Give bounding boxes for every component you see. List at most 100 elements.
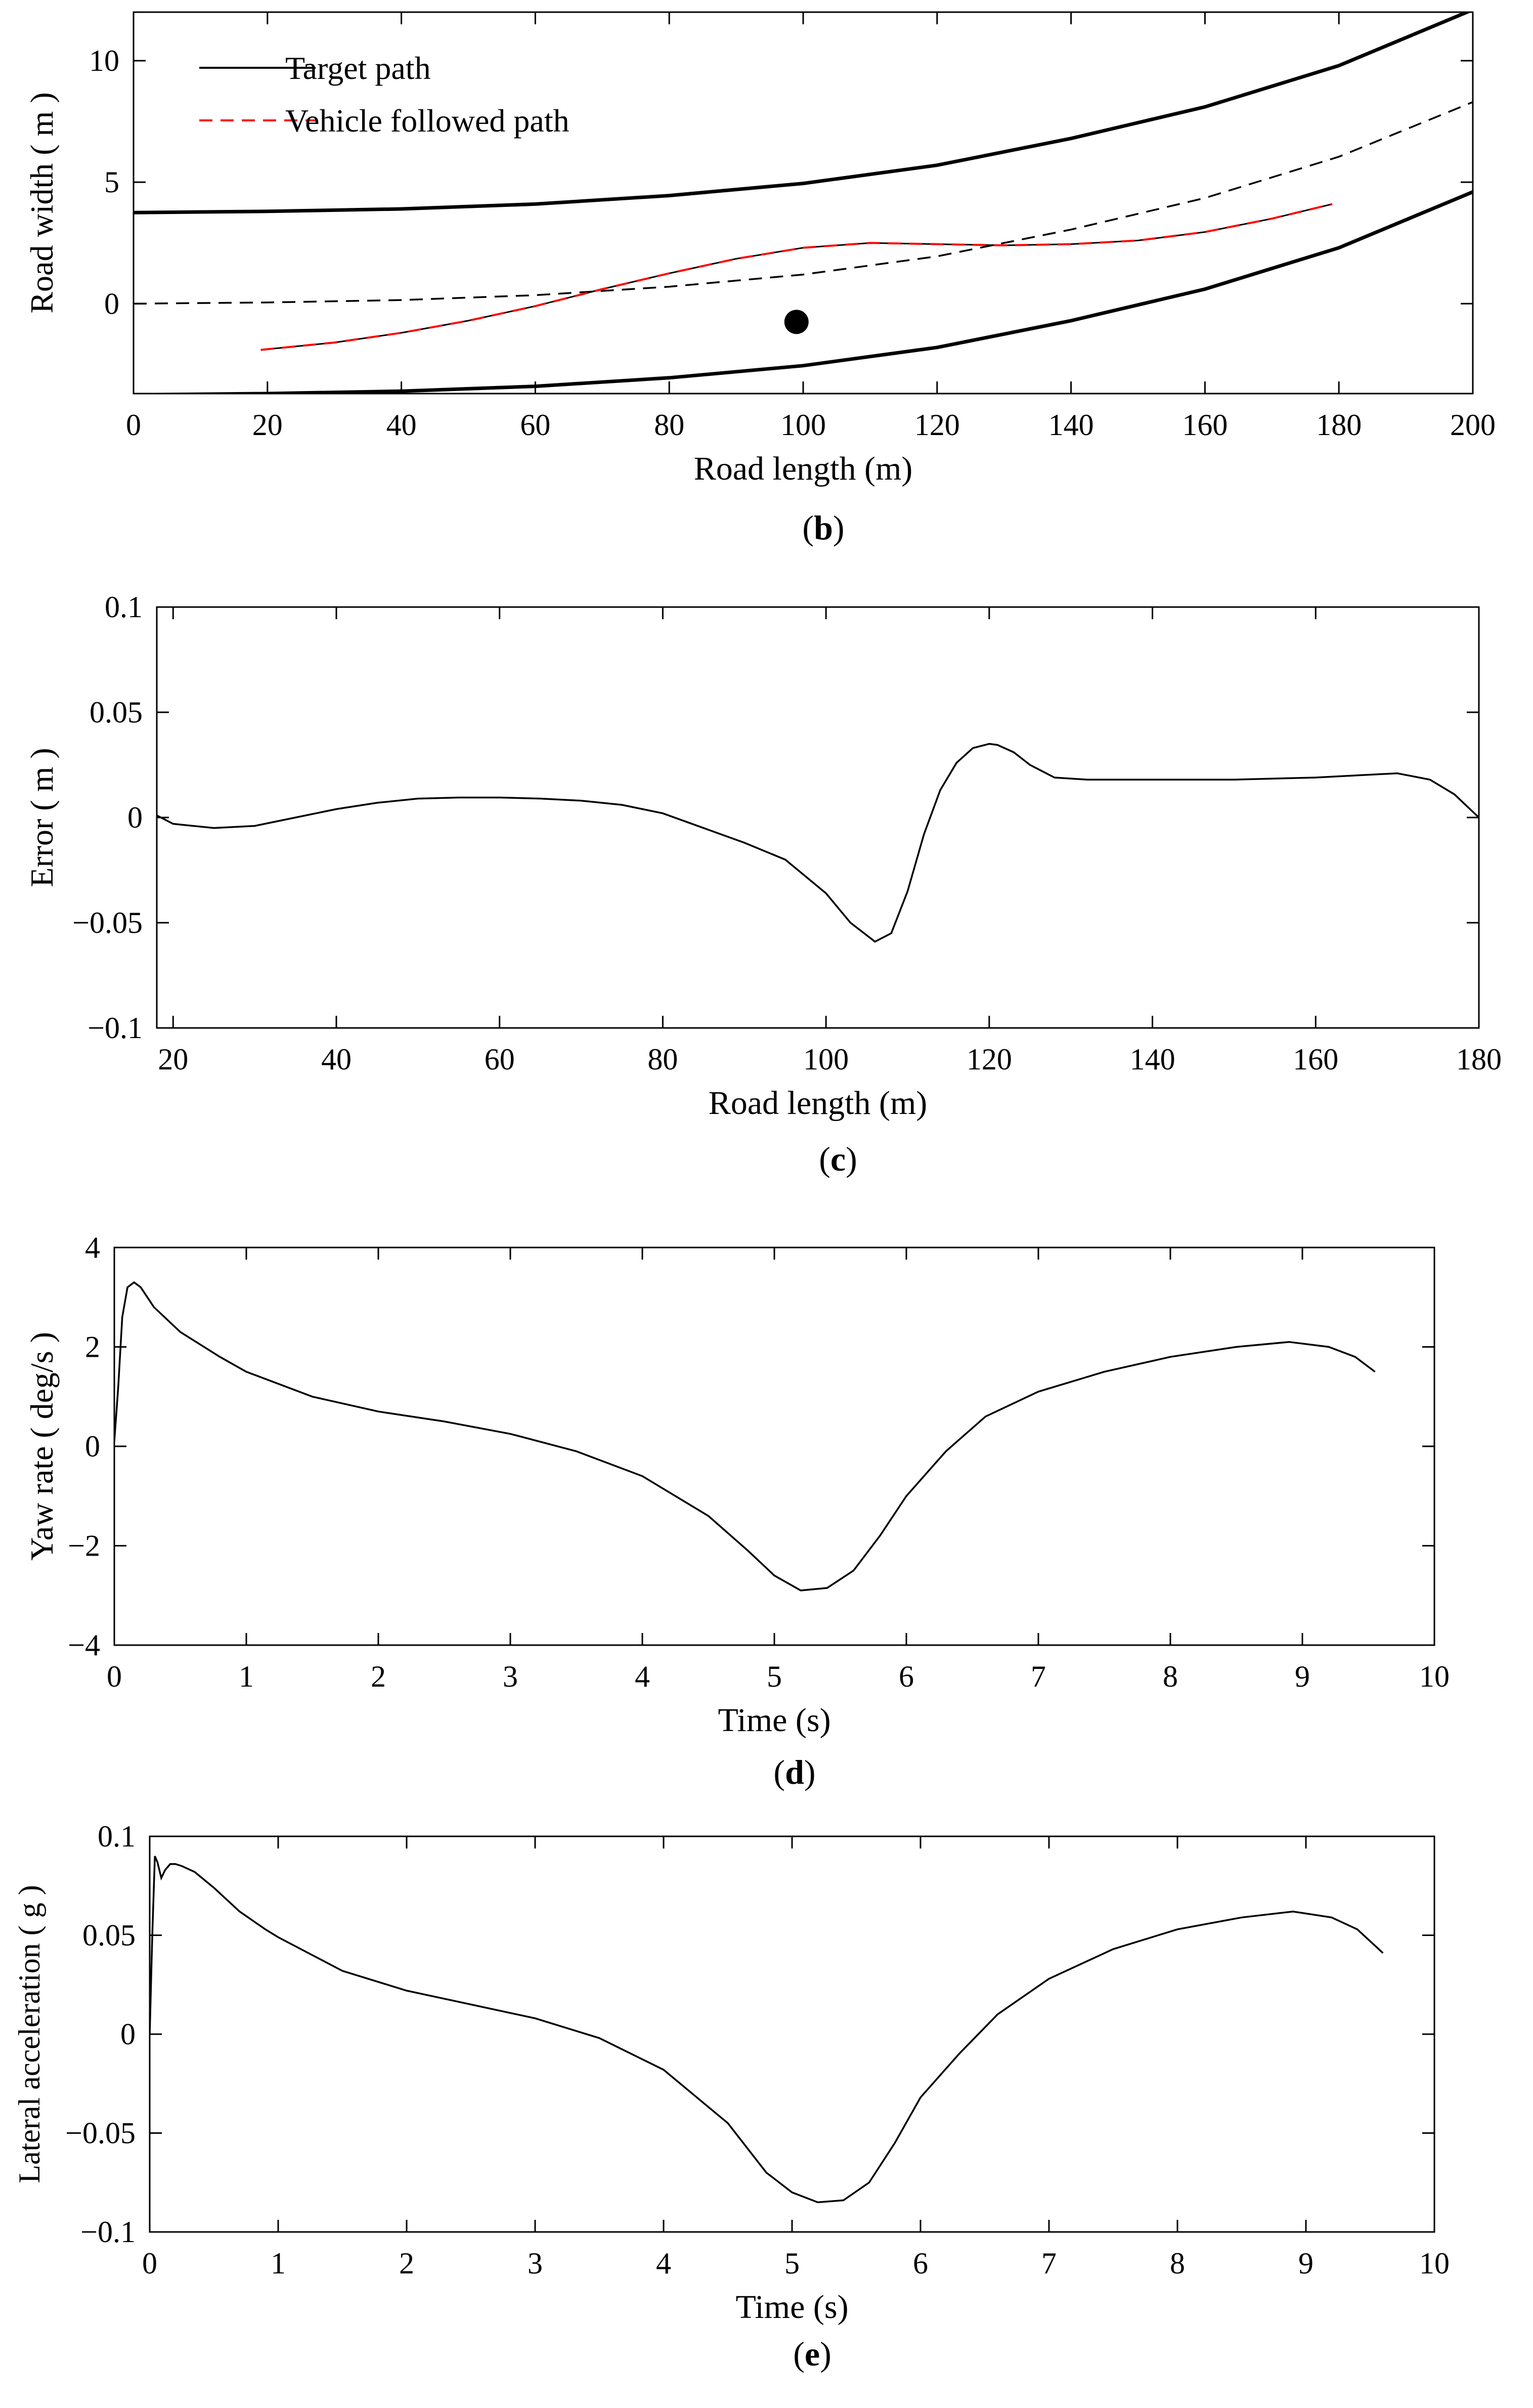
y-tick-label: 0.1: [98, 1820, 136, 1853]
legend-label: Vehicle followed path: [285, 103, 570, 139]
y-tick-label: 0: [127, 801, 143, 834]
x-tick-label: 160: [1182, 408, 1228, 442]
panel-caption: (e): [793, 2335, 831, 2373]
axes-frame: [113, 1246, 1435, 1646]
x-tick-label: 120: [914, 408, 960, 442]
x-tick-label: 0: [142, 2247, 157, 2280]
x-tick-label: 40: [321, 1043, 352, 1076]
y-axis-label: Error ( m ): [24, 748, 60, 887]
x-tick-label: 5: [767, 1660, 782, 1693]
caption-paren-open: (: [793, 2335, 805, 2373]
chart-panel-c: 20 40 60 80 100 120 140 160 180 −0.1 −0.05 0 0.05 0.1…: [24, 590, 1502, 1178]
x-tick-label: 7: [1041, 2247, 1057, 2280]
x-tick-label: 180: [1456, 1043, 1502, 1076]
x-tick-label: 3: [528, 2247, 543, 2280]
x-tick-label: 5: [784, 2247, 800, 2280]
y-tick-label: −0.1: [80, 2215, 136, 2249]
y-axis-label: Road width ( m ): [24, 92, 60, 313]
caption-paren-close: ): [833, 508, 845, 547]
series-line-centerline: [134, 101, 1473, 305]
panel-caption: (d): [773, 1753, 815, 1791]
x-tick-label: 120: [967, 1043, 1012, 1076]
x-tick-label: 100: [780, 408, 826, 442]
x-tick-label: 4: [656, 2247, 671, 2280]
y-tick-label: 0.1: [105, 590, 143, 624]
x-tick-label: 4: [635, 1660, 650, 1693]
series-line-lower_boundary: [134, 190, 1473, 394]
chart-panel-d: 0 1 2 3 4 5 6 7 8 9 10 −4 −2 0 2 4 Time (s) Yaw rate ( de…: [24, 1231, 1450, 1791]
y-tick-label: 4: [85, 1231, 100, 1264]
x-tick-label: 1: [239, 1660, 254, 1693]
y-tick-label: 0: [104, 287, 119, 320]
chart-panel-e: 0 1 2 3 4 5 6 7 8 9 10 −0.1 −0.05 0 0.05 0.1 Time (s) Lat…: [13, 1820, 1450, 2373]
x-tick-label: 60: [485, 1043, 515, 1076]
caption-paren-close: ): [846, 1140, 857, 1178]
y-tick-label: −0.05: [72, 906, 143, 939]
caption-paren-open: (: [819, 1140, 830, 1178]
y-axis-label: Yaw rate ( deg/s ): [24, 1332, 60, 1561]
x-tick-label: 20: [158, 1043, 188, 1076]
plot-area: [134, 12, 1473, 394]
x-tick-label: 1: [271, 2247, 286, 2280]
x-tick-label: 3: [503, 1660, 518, 1693]
caption-paren-open: (: [773, 1753, 785, 1791]
plot-area: [157, 743, 1479, 943]
y-tick-label: 0: [120, 2017, 136, 2051]
x-tick-label: 140: [1130, 1043, 1175, 1076]
x-tick-label: 180: [1316, 408, 1362, 442]
y-tick-label: 0.05: [82, 1919, 136, 1952]
x-tick-label: 80: [654, 408, 684, 442]
x-tick-label: 8: [1163, 1660, 1178, 1693]
x-tick-label: 0: [126, 408, 141, 442]
caption-letter: b: [814, 508, 833, 547]
caption-letter: c: [830, 1140, 846, 1178]
legend-label: Target path: [285, 50, 431, 86]
series-line-error: [157, 743, 1479, 943]
x-tick-label: 8: [1170, 2247, 1185, 2280]
caption-paren-open: (: [802, 508, 814, 547]
caption-paren-close: ): [820, 2335, 831, 2373]
x-tick-label: 20: [252, 408, 283, 442]
axes-frame: [149, 1835, 1435, 2233]
series-line-vehicle_path: [260, 203, 1333, 351]
y-tick-label: 0.05: [90, 696, 143, 729]
y-tick-label: 2: [85, 1330, 100, 1364]
chart-panel-b: 0 20 40 60 80 100 120 140 160 180 200 0 5 10 Road leng…: [24, 11, 1496, 547]
x-tick-label: 7: [1031, 1660, 1046, 1693]
y-tick-label: 0: [85, 1430, 100, 1463]
x-tick-label: 10: [1419, 2247, 1450, 2280]
x-tick-label: 40: [386, 408, 417, 442]
caption-letter: d: [785, 1753, 804, 1791]
plot-area: [150, 1856, 1384, 2204]
series-line-yaw_rate: [114, 1281, 1376, 1592]
x-tick-label: 60: [520, 408, 550, 442]
x-axis-label: Road length (m): [694, 450, 913, 487]
x-tick-label: 9: [1295, 1660, 1310, 1693]
series-line-lateral_acceleration: [150, 1856, 1384, 2204]
x-tick-label: 6: [913, 2247, 928, 2280]
caption-paren-close: ): [804, 1753, 816, 1791]
panel-caption: (c): [819, 1140, 857, 1178]
y-tick-label: −0.1: [87, 1011, 143, 1045]
x-tick-label: 0: [107, 1660, 122, 1693]
x-tick-label: 6: [899, 1660, 914, 1693]
x-tick-label: 200: [1450, 408, 1496, 442]
x-tick-label: 80: [647, 1043, 678, 1076]
marker-point: [784, 310, 809, 334]
axes-frame: [156, 606, 1480, 1029]
x-axis-label: Road length (m): [709, 1085, 928, 1122]
panel-caption: (b): [802, 508, 844, 547]
x-tick-label: 160: [1293, 1043, 1338, 1076]
series-line-upper_boundary: [134, 12, 1472, 214]
caption-letter: e: [805, 2335, 820, 2373]
y-axis-label: Lateral acceleration ( g ): [13, 1885, 46, 2183]
x-tick-label: 10: [1419, 1660, 1450, 1693]
x-tick-label: 9: [1298, 2247, 1313, 2280]
x-tick-label: 2: [371, 1660, 386, 1693]
y-tick-label: −4: [68, 1628, 100, 1662]
x-axis-label: Time (s): [735, 2289, 848, 2326]
plot-area: [114, 1281, 1376, 1592]
x-tick-label: 2: [399, 2247, 414, 2280]
x-axis-label: Time (s): [718, 1702, 830, 1739]
